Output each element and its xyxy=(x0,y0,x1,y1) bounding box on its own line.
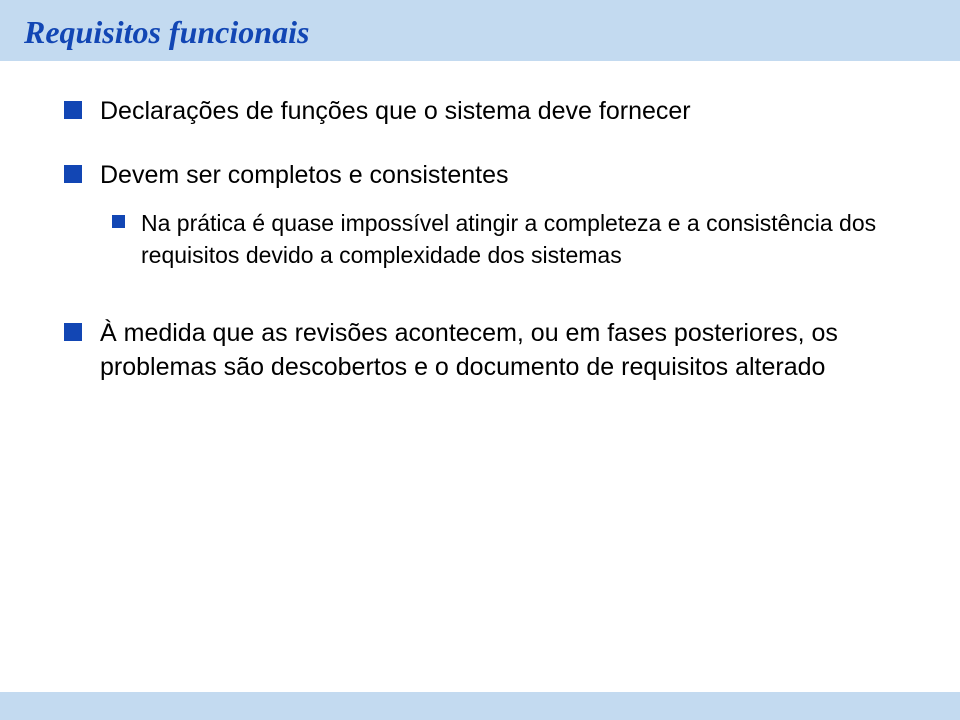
square-bullet-icon xyxy=(64,101,82,119)
list-item: À medida que as revisões acontecem, ou e… xyxy=(64,317,896,385)
title-band: Requisitos funcionais xyxy=(0,0,960,61)
square-bullet-icon xyxy=(64,323,82,341)
bullet-text: À medida que as revisões acontecem, ou e… xyxy=(100,317,896,385)
slide: Requisitos funcionais Declarações de fun… xyxy=(0,0,960,720)
slide-content: Declarações de funções que o sistema dev… xyxy=(0,61,960,384)
list-item: Declarações de funções que o sistema dev… xyxy=(64,95,896,129)
bullet-text: Devem ser completos e consistentes xyxy=(100,159,509,193)
bullet-text: Declarações de funções que o sistema dev… xyxy=(100,95,691,129)
bottom-band xyxy=(0,692,960,720)
slide-title: Requisitos funcionais xyxy=(24,14,936,51)
list-item: Na prática é quase impossível atingir a … xyxy=(112,207,896,271)
square-bullet-icon xyxy=(64,165,82,183)
square-bullet-icon xyxy=(112,215,125,228)
list-item: Devem ser completos e consistentes xyxy=(64,159,896,193)
bullet-text: Na prática é quase impossível atingir a … xyxy=(141,207,896,271)
